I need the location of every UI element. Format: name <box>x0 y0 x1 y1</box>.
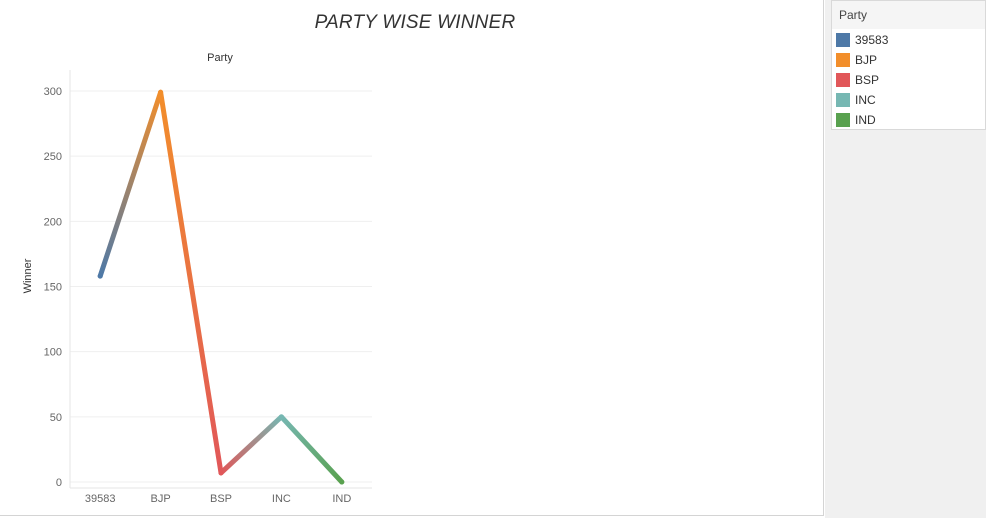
y-axis-label: Winner <box>22 258 34 293</box>
legend-label: 39583 <box>855 33 889 47</box>
y-tick-label: 0 <box>56 477 62 489</box>
y-tick-label: 200 <box>44 216 62 228</box>
legend-items: 39583 BJP BSP INC IND <box>832 30 985 130</box>
gridlines <box>70 90 372 483</box>
side-panel: Party 39583 BJP BSP INC IND <box>825 0 986 518</box>
data-point[interactable] <box>278 414 284 420</box>
y-tick-label: 250 <box>44 151 62 163</box>
legend-title: Party <box>832 1 985 30</box>
legend-swatch <box>836 53 850 67</box>
legend-swatch <box>836 93 850 107</box>
legend-label: INC <box>855 93 876 107</box>
legend-label: IND <box>855 113 876 127</box>
chart-title: PARTY WISE WINNER <box>314 12 516 33</box>
data-point[interactable] <box>158 89 164 95</box>
legend-swatch <box>836 113 850 127</box>
legend-item[interactable]: BJP <box>832 50 985 70</box>
series-line[interactable] <box>97 89 345 485</box>
column-header: Party <box>207 52 233 64</box>
line-segment[interactable] <box>158 89 224 476</box>
data-point[interactable] <box>339 479 345 485</box>
x-tick-label: IND <box>332 493 351 505</box>
x-tick-label: BSP <box>210 493 232 505</box>
legend-label: BJP <box>855 53 878 67</box>
line-chart[interactable]: Party Winner 0 50 100 150 200 250 300 39583 BJP B… <box>0 0 824 516</box>
line-segment[interactable] <box>218 414 284 476</box>
x-tick-label: INC <box>272 493 291 505</box>
y-tick-label: 300 <box>44 86 62 98</box>
data-point[interactable] <box>218 470 224 476</box>
line-segment[interactable] <box>97 89 164 279</box>
legend-item[interactable]: IND <box>832 110 985 130</box>
x-tick-label: BJP <box>151 493 171 505</box>
data-point[interactable] <box>97 273 103 279</box>
legend-label: BSP <box>855 73 880 87</box>
x-tick-label: 39583 <box>85 493 116 505</box>
legend-swatch <box>836 33 850 47</box>
tick-labels: 0 50 100 150 200 250 300 39583 BJP BSP INC IND <box>44 86 352 505</box>
y-tick-label: 150 <box>44 282 62 294</box>
legend: Party 39583 BJP BSP INC IND <box>831 0 986 130</box>
legend-swatch <box>836 73 850 87</box>
chart-area: PARTY WISE WINNER Party Winner 0 50 100 150… <box>0 0 824 516</box>
legend-item[interactable]: INC <box>832 90 985 110</box>
axes <box>69 70 372 489</box>
y-tick-label: 50 <box>50 412 62 424</box>
line-segment[interactable] <box>278 414 345 485</box>
y-tick-label: 100 <box>44 347 62 359</box>
legend-item[interactable]: 39583 <box>832 30 985 50</box>
legend-item[interactable]: BSP <box>832 70 985 90</box>
